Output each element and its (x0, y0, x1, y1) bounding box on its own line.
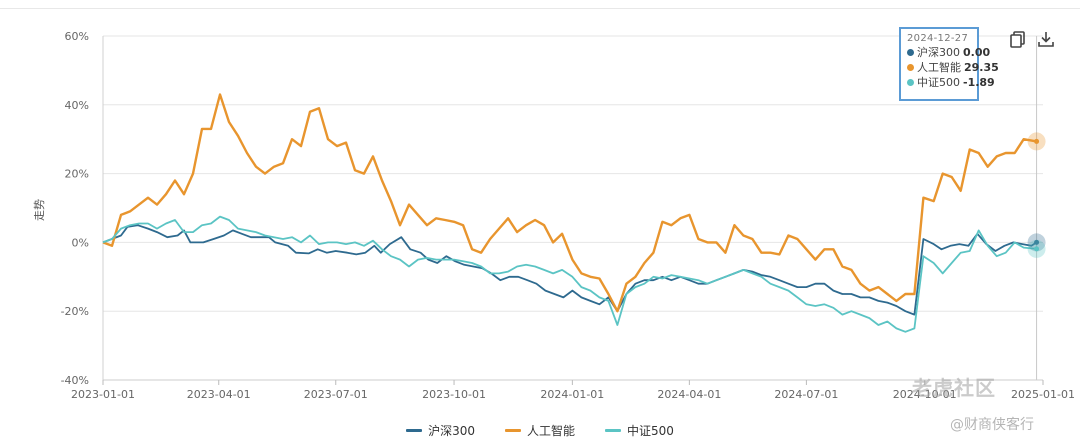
x-tick-label: 2024-01-01 (540, 388, 604, 401)
x-tick-label: 2025-01-01 (1011, 388, 1075, 401)
y-axis-title: 走势 (33, 199, 46, 221)
download-icon[interactable] (1037, 30, 1055, 48)
axis-layer: 60% 40% 20% 0% -20% -40%2023-01-01 2023-04-01 2… (61, 30, 1075, 401)
end-marker-2 (1034, 246, 1040, 252)
tooltip-dot-zz500 (907, 79, 914, 86)
legend-swatch-zz500 (605, 428, 621, 432)
end-marker-1 (1034, 138, 1040, 144)
y-tick-label: -20% (61, 305, 89, 318)
x-tick-label: 2024-04-01 (657, 388, 721, 401)
y-tick-label: 40% (65, 99, 89, 112)
x-tick-label: 2023-01-01 (71, 388, 135, 401)
x-tick-label: 2024-07-01 (774, 388, 838, 401)
legend-swatch-ai (504, 428, 521, 432)
y-tick-label: 60% (65, 30, 89, 43)
tooltip-date: 2024-12-27 (907, 33, 969, 44)
x-tick-label: 2023-04-01 (187, 388, 251, 401)
tooltip-dot-hs300 (907, 49, 914, 56)
series-layer (102, 93, 1038, 333)
tooltip-dot-ai (907, 64, 914, 71)
x-tick-label: 2023-07-01 (304, 388, 368, 401)
end-marker-0 (1034, 239, 1040, 245)
hover-tooltip: 2024-12-27 沪深300 0.00 人工智能 29.35 中证500 -… (899, 27, 999, 101)
tooltip-value-ai: 29.35 (964, 61, 999, 74)
legend-item-ai[interactable]: 人工智能 (504, 420, 575, 440)
tooltip-label-ai: 人工智能 (917, 61, 961, 74)
tooltip-label-zz500: 中证500 (917, 76, 960, 89)
tooltip-label-hs300: 沪深300 (917, 46, 960, 59)
legend-swatch-hs300 (406, 428, 423, 432)
series-line-1 (102, 93, 1037, 313)
x-tick-label: 2024-10-01 (893, 388, 957, 401)
y-tick-label: 0% (72, 236, 89, 249)
tooltip-row-zz500: 中证500 -1.89 (907, 75, 995, 90)
y-tick-label: -40% (61, 374, 89, 387)
legend-item-hs300[interactable]: 沪深300 (406, 420, 475, 440)
marker-layer (1027, 132, 1046, 258)
legend-label-ai: 人工智能 (526, 423, 575, 438)
legend-label-hs300: 沪深300 (428, 423, 475, 438)
legend-item-zz500[interactable]: 中证500 (605, 420, 674, 440)
tooltip-value-zz500: -1.89 (963, 76, 995, 89)
author-watermark: @财商侠客行 (950, 417, 1034, 433)
series-line-0 (102, 224, 1038, 316)
tooltip-value-hs300: 0.00 (963, 46, 991, 59)
series-line-2 (102, 215, 1037, 333)
y-tick-label: 20% (65, 168, 89, 181)
copy-icon[interactable] (1009, 30, 1027, 48)
x-tick-label: 2023-10-01 (422, 388, 486, 401)
tooltip-row-hs300: 沪深300 0.00 (907, 45, 990, 60)
chart-legend: 沪深300 人工智能 中证500 (0, 420, 1080, 440)
top-divider (0, 8, 1080, 9)
brand-watermark: 老虎社区 (912, 376, 996, 400)
tooltip-row-ai: 人工智能 29.35 (907, 60, 999, 75)
legend-label-zz500: 中证500 (627, 423, 674, 438)
